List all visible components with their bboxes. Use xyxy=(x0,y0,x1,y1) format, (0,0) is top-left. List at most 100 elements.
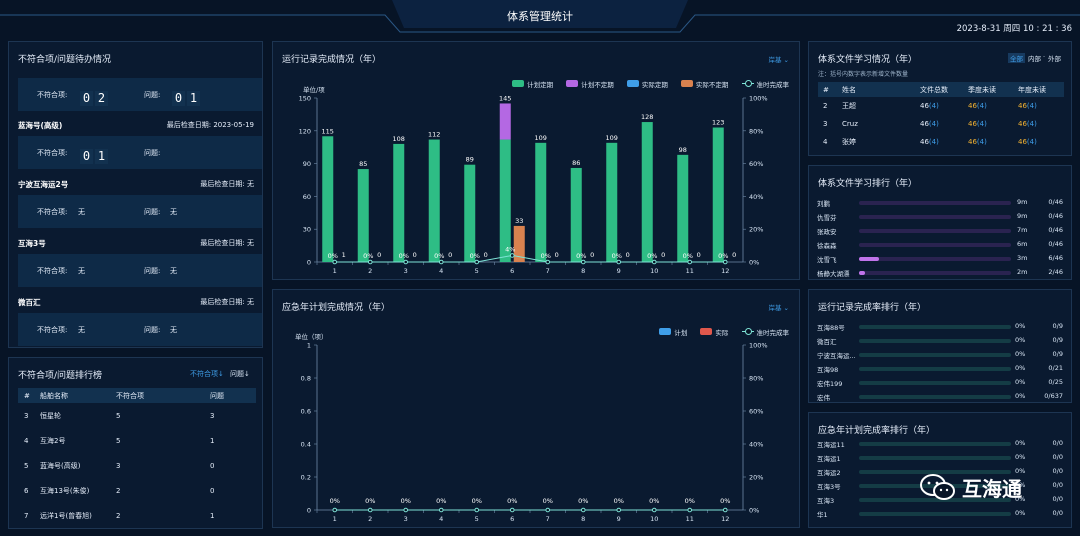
bar-actual-label: 0 xyxy=(448,251,452,259)
rank-row[interactable]: 互海88号 0% 0/9 xyxy=(817,321,1069,333)
legend-plan: 计划 xyxy=(659,327,687,337)
table-row[interactable]: 2 王超 46(4) 46(4) 46(4) xyxy=(818,97,1064,115)
rank-index: 5 xyxy=(24,461,29,470)
rate-point[interactable] xyxy=(474,507,480,513)
rank-row[interactable]: 微百汇 0% 0/9 xyxy=(817,335,1069,347)
rate-point[interactable] xyxy=(367,259,373,265)
rate-label: 0% xyxy=(718,252,728,260)
rate-point[interactable] xyxy=(438,507,444,513)
table-row[interactable]: 7 远洋1号(曾春旭) 2 1 xyxy=(18,503,256,528)
rank-row[interactable]: 刘鹏 9m 0/46 xyxy=(817,197,1069,209)
rank-score: 0/0 xyxy=(1052,467,1063,475)
rate-point[interactable] xyxy=(545,259,551,265)
bar-actual-irregular[interactable] xyxy=(513,225,525,262)
rank-row[interactable]: 互海98 0% 0/21 xyxy=(817,363,1069,375)
rate-point[interactable] xyxy=(580,259,586,265)
rate-point[interactable] xyxy=(687,507,693,513)
toggle-all[interactable]: 全部 xyxy=(1008,53,1025,63)
emergency-filter-dropdown[interactable]: 岸基 ⌄ xyxy=(768,304,789,312)
table-row[interactable]: 6 互海13号(朱俊) 2 0 xyxy=(18,478,256,503)
rate-point[interactable] xyxy=(509,253,515,258)
table-row[interactable]: 3 Cruz 46(4) 46(4) 46(4) xyxy=(818,115,1064,133)
rate-point[interactable] xyxy=(651,507,657,513)
toggle-internal[interactable]: 内部 xyxy=(1028,55,1041,63)
y2-tick-label: 100% xyxy=(749,95,768,103)
x-tick-label: 5 xyxy=(475,267,479,275)
issue-count: 1 xyxy=(210,436,215,445)
y-tick-label: 30 xyxy=(303,226,311,234)
rate-point[interactable] xyxy=(651,259,657,265)
rank-bar xyxy=(859,229,1011,233)
rank-bar xyxy=(859,395,1011,399)
bar-plan-regular[interactable] xyxy=(712,127,724,263)
legend-label: 准时完成率 xyxy=(756,80,790,89)
total-new: (4) xyxy=(928,138,939,146)
rank-row[interactable]: 互海运11 0% 0/0 xyxy=(817,438,1069,450)
rate-point[interactable] xyxy=(367,507,373,513)
rate-point[interactable] xyxy=(474,259,480,265)
rank-score: 0/9 xyxy=(1052,322,1063,330)
rank-row[interactable]: 互海运1 0% 0/0 xyxy=(817,452,1069,464)
rate-point[interactable] xyxy=(722,507,728,513)
bar-plan-regular[interactable] xyxy=(641,122,653,262)
rank-name: 互海3号 xyxy=(817,483,841,491)
rank-row[interactable]: 杨静大湖漂 2m 2/46 xyxy=(817,267,1069,279)
rate-point[interactable] xyxy=(332,507,338,513)
rank-index: 7 xyxy=(24,511,29,520)
last-check-date: 最后检查日期: 无 xyxy=(200,180,254,188)
rate-point[interactable] xyxy=(438,259,444,265)
rank-score: 0/0 xyxy=(1052,495,1063,503)
rank-row[interactable]: 宁波互海运... 0% 0/9 xyxy=(817,349,1069,361)
rate-point[interactable] xyxy=(403,507,409,513)
rate-point[interactable] xyxy=(616,259,622,265)
bar-plan-regular[interactable] xyxy=(464,164,476,262)
bar-plan-regular[interactable] xyxy=(499,139,511,262)
rate-point[interactable] xyxy=(403,259,409,265)
bar-plan-regular[interactable] xyxy=(322,136,334,262)
rank-row[interactable]: 互海3 0% 0/0 xyxy=(817,494,1069,506)
bar-plan-regular[interactable] xyxy=(393,143,405,262)
bar-plan-irregular[interactable] xyxy=(499,103,511,140)
row-index: 3 xyxy=(823,120,828,128)
records-filter-dropdown[interactable]: 岸基 ⌄ xyxy=(768,56,789,64)
rate-point[interactable] xyxy=(509,507,515,513)
y2-tick-label: 60% xyxy=(749,408,763,416)
table-row[interactable]: 4 张婷 46(4) 46(4) 46(4) xyxy=(818,133,1064,151)
bar-plan-regular[interactable] xyxy=(570,167,582,262)
bar-plan-regular[interactable] xyxy=(357,169,369,262)
person-name: 王超 xyxy=(842,102,856,110)
rate-point[interactable] xyxy=(722,259,728,265)
rate-point[interactable] xyxy=(545,507,551,513)
issue-label: 问题: xyxy=(144,91,161,99)
rank-row[interactable]: 宏伟199 0% 0/25 xyxy=(817,377,1069,389)
bar-plan-regular[interactable] xyxy=(428,139,440,262)
rate-point[interactable] xyxy=(580,507,586,513)
bar-plan-regular[interactable] xyxy=(677,154,689,262)
sort-nc-button[interactable]: 不符合项↓ xyxy=(190,370,224,378)
rate-label: 0% xyxy=(399,252,409,260)
rank-row[interactable]: 徐森森 6m 0/46 xyxy=(817,239,1069,251)
total-value: 46 xyxy=(920,102,929,110)
bar-plan-regular[interactable] xyxy=(535,142,547,262)
rank-bar xyxy=(859,339,1011,343)
rank-row[interactable]: 仇雪芬 9m 0/46 xyxy=(817,211,1069,223)
table-row[interactable]: 3 恒星轮 5 3 xyxy=(18,403,256,428)
sort-issue-button[interactable]: 问题↓ xyxy=(230,370,250,378)
rank-row[interactable]: 华1 0% 0/0 xyxy=(817,508,1069,520)
bar-total-label: 123 xyxy=(712,119,724,127)
rate-point[interactable] xyxy=(687,259,693,265)
table-row[interactable]: 5 蓝海号(高级) 3 0 xyxy=(18,453,256,478)
table-row[interactable]: 4 互海2号 5 1 xyxy=(18,428,256,453)
rank-row[interactable]: 互海运2 0% 0/0 xyxy=(817,466,1069,478)
bar-plan-regular[interactable] xyxy=(606,142,618,262)
rate-point[interactable] xyxy=(616,507,622,513)
rank-row[interactable]: 宏伟 0% 0/637 xyxy=(817,391,1069,402)
rank-row[interactable]: 沈雪飞 3m 6/46 xyxy=(817,253,1069,265)
rank-row[interactable]: 张政安 7m 0/46 xyxy=(817,225,1069,237)
rate-point[interactable] xyxy=(332,259,338,265)
toggle-external[interactable]: 外部 xyxy=(1048,55,1061,63)
y-tick-label: 0.8 xyxy=(301,375,311,383)
x-tick-label: 9 xyxy=(617,267,621,275)
y2-tick-label: 40% xyxy=(749,441,763,449)
